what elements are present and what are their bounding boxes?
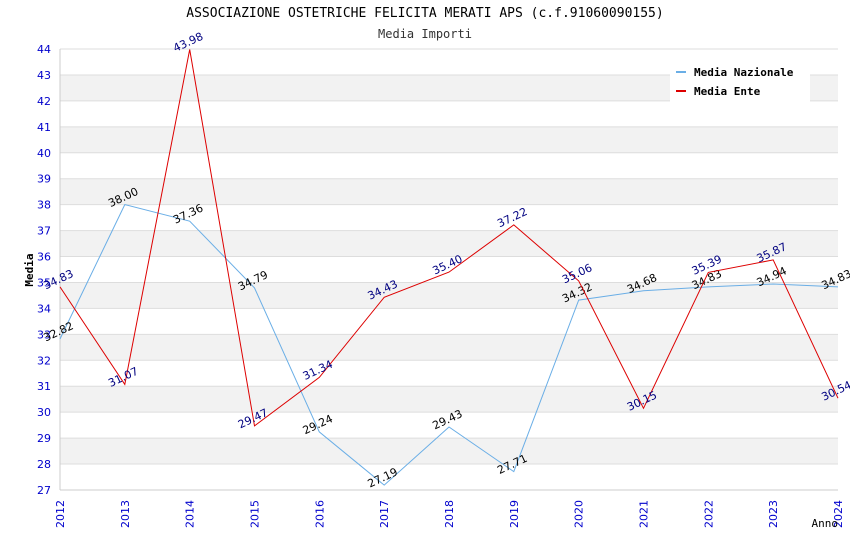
- x-tick-label: 2013: [119, 500, 132, 528]
- x-tick-label: 2020: [573, 500, 586, 528]
- y-tick-label: 30: [37, 406, 51, 419]
- y-tick-label: 27: [37, 484, 51, 497]
- y-tick-label: 29: [37, 432, 51, 445]
- y-tick-label: 32: [37, 354, 51, 367]
- y-tick-label: 40: [37, 147, 51, 160]
- legend-label-media-ente: Media Ente: [694, 84, 761, 98]
- data-label: 29.24: [301, 412, 335, 437]
- chart-legend: Media Nazionale Media Ente: [670, 60, 810, 102]
- y-tick-label: 28: [37, 458, 51, 471]
- series-line-media-ente: [59, 49, 839, 427]
- grid-band: [60, 386, 838, 413]
- x-tick-label: 2012: [54, 500, 67, 528]
- y-tick-label: 38: [37, 199, 51, 212]
- legend-label-media-nazionale: Media Nazionale: [694, 65, 794, 79]
- grid-band: [60, 438, 838, 465]
- y-tick-label: 44: [37, 43, 51, 56]
- x-tick-label: 2023: [767, 500, 780, 528]
- y-tick-label: 35: [37, 276, 51, 289]
- y-tick-label: 39: [37, 173, 51, 186]
- grid-band: [60, 230, 838, 257]
- data-label: 27.19: [366, 465, 400, 490]
- legend-swatch-media-ente: [676, 90, 686, 92]
- x-tick-label: 2021: [638, 500, 651, 528]
- y-axis-title: Media: [23, 253, 36, 286]
- legend-item-media-nazionale: Media Nazionale: [676, 64, 793, 80]
- data-label: 37.36: [171, 202, 205, 227]
- y-tick-label: 42: [37, 95, 51, 108]
- y-tick-label: 41: [37, 121, 51, 134]
- y-tick-label: 31: [37, 380, 51, 393]
- y-tick-label: 37: [37, 225, 51, 238]
- grid-band: [60, 334, 838, 361]
- y-tick-label: 43: [37, 69, 51, 82]
- y-tick-label: 36: [37, 251, 51, 264]
- x-tick-label: 2015: [249, 500, 262, 528]
- series-line-media-nazionale: [59, 204, 839, 486]
- x-tick-label: 2022: [702, 500, 715, 528]
- x-tick-label: 2024: [832, 500, 845, 528]
- grid-band: [60, 178, 838, 205]
- legend-swatch-media-nazionale: [676, 71, 686, 73]
- x-tick-label: 2014: [184, 500, 197, 528]
- y-tick-label: 33: [37, 328, 51, 341]
- x-tick-label: 2018: [443, 500, 456, 528]
- x-axis-title: Anno: [812, 517, 839, 530]
- data-label: 43.98: [171, 30, 205, 55]
- legend-item-media-ente: Media Ente: [676, 83, 760, 99]
- x-tick-label: 2016: [313, 500, 326, 528]
- chart-title: ASSOCIAZIONE OSTETRICHE FELICITA MERATI …: [186, 6, 664, 21]
- y-tick-label: 34: [37, 302, 51, 315]
- x-tick-label: 2017: [378, 500, 391, 528]
- chart-subtitle: Media Importi: [378, 27, 472, 41]
- grid-band: [60, 126, 838, 153]
- x-tick-label: 2019: [508, 500, 521, 528]
